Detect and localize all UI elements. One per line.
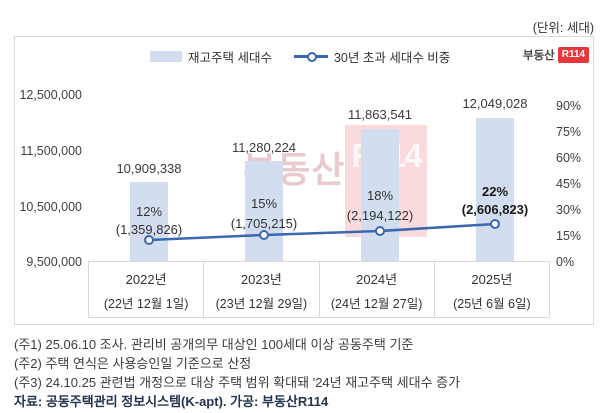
legend-item-bar: 재고주택 세대수	[150, 47, 272, 66]
footnote-1: (주1) 25.06.10 조사. 관리비 공개의무 대상인 100세대 이상 …	[14, 337, 414, 352]
x-axis-cell: 2025년 (25년 6월 6일)	[433, 262, 549, 317]
footnote-3: (주3) 24.10.25 관련법 개정으로 대상 주택 범위 확대돼 '24년…	[14, 375, 461, 390]
x-axis-date: (25년 6월 6일)	[453, 297, 531, 311]
y-right-tick: 90%	[556, 99, 582, 113]
y-left-tick: 11,500,000	[20, 144, 82, 158]
y-left-tick: 12,500,000	[19, 88, 82, 102]
bar-swatch-icon	[150, 51, 182, 62]
count-label: (2,606,823)	[461, 202, 529, 217]
x-axis-year: 2022년	[125, 272, 167, 287]
y-right-tick: 45%	[556, 177, 582, 191]
brand-logo-text: 부동산	[523, 50, 555, 62]
legend-item-line: 30년 초과 세대수 비중	[293, 47, 451, 66]
source-line: 자료: 공동주택관리 정보시스템(K-apt). 가공: 부동산R114	[14, 394, 329, 409]
bar-value-label: 11,280,224	[231, 140, 297, 155]
legend-line-label: 30년 초과 세대수 비중	[333, 51, 451, 65]
legend: 재고주택 세대수 30년 초과 세대수 비중	[150, 47, 450, 66]
y-left-tick: 9,500,000	[26, 255, 82, 269]
x-axis-cell: 2024년 (24년 12월 27일)	[318, 262, 434, 317]
brand-logo: 부동산 R114	[523, 47, 590, 63]
bar-value-label: 12,049,028	[462, 96, 528, 111]
pct-label: 12%	[135, 204, 163, 219]
x-axis-year: 2025년	[471, 272, 513, 287]
line-swatch-icon	[293, 51, 328, 62]
bar-value-label: 11,863,541	[347, 107, 413, 122]
count-label: (1,359,826)	[115, 222, 183, 237]
legend-bar-label: 재고주택 세대수	[188, 51, 272, 65]
x-axis-cell: 2023년 (23년 12월 29일)	[203, 262, 318, 317]
y-right-tick: 15%	[556, 229, 582, 243]
y-right-tick: 0%	[556, 255, 575, 269]
footnote-2: (주2) 주택 연식은 사용승인일 기준으로 산정	[14, 356, 252, 371]
x-axis-year: 2023년	[240, 272, 282, 287]
x-axis-year: 2024년	[356, 272, 398, 287]
brand-logo-badge: R114	[557, 47, 590, 63]
bar-2023	[245, 161, 283, 261]
y-right-tick: 60%	[556, 151, 582, 165]
x-axis-cell: 2022년 (22년 12월 1일)	[89, 262, 203, 317]
x-axis-date: (22년 12월 1일)	[103, 297, 189, 311]
x-axis-date: (24년 12월 27일)	[330, 297, 423, 311]
pct-label: 22%	[481, 184, 509, 199]
unit-label: (단위: 세대)	[532, 21, 594, 35]
y-left-tick: 10,500,000	[19, 200, 82, 214]
count-label: (2,194,122)	[346, 208, 414, 223]
y-right-tick: 75%	[556, 125, 582, 139]
pct-label: 15%	[250, 196, 278, 211]
pct-label: 18%	[366, 188, 394, 203]
x-axis-table: 2022년 (22년 12월 1일) 2023년 (23년 12월 29일) 2…	[88, 261, 550, 318]
bar-value-label: 10,909,338	[116, 161, 182, 176]
x-axis-date: (23년 12월 29일)	[215, 297, 308, 311]
count-label: (1,705,215)	[230, 216, 298, 231]
bar-2022	[130, 182, 168, 261]
y-right-tick: 30%	[556, 203, 582, 217]
